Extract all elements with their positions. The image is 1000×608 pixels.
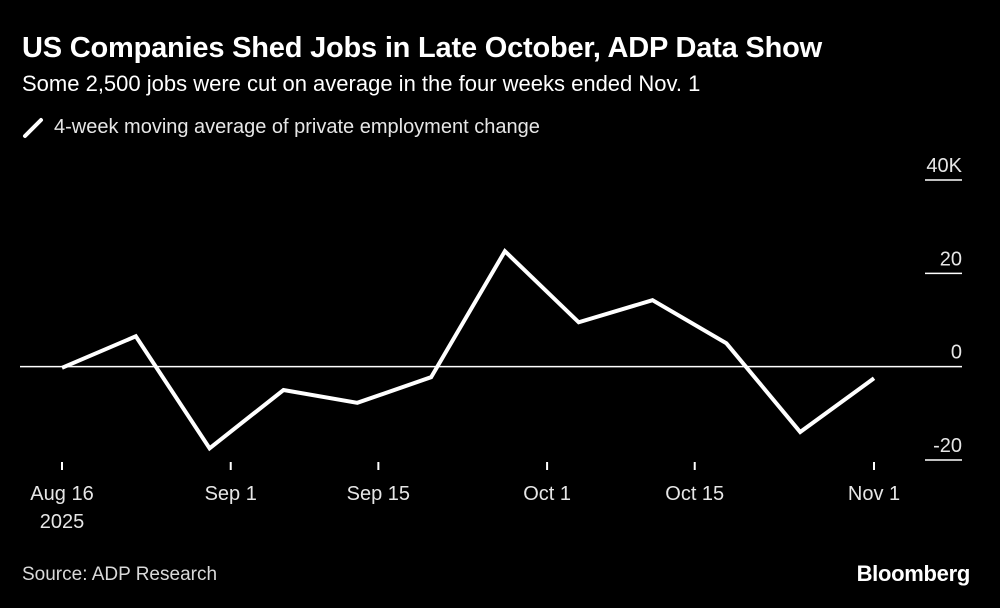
y-tick-label: -20 bbox=[933, 435, 962, 457]
chart-subtitle: Some 2,500 jobs were cut on average in t… bbox=[22, 71, 701, 96]
data-point bbox=[503, 249, 507, 253]
legend: 4-week moving average of private employm… bbox=[22, 116, 540, 139]
chart-title: US Companies Shed Jobs in Late October, … bbox=[22, 32, 822, 64]
data-point bbox=[60, 366, 64, 370]
y-tick-label: 0 bbox=[951, 342, 962, 364]
x-tick-label: Sep 15 bbox=[347, 483, 410, 505]
x-tick-label: Aug 16 bbox=[30, 483, 93, 505]
data-point bbox=[281, 388, 285, 392]
legend-line-swatch-icon bbox=[23, 117, 43, 138]
data-point bbox=[577, 320, 581, 324]
x-tick-label: Oct 15 bbox=[665, 483, 724, 505]
x-tick-label: Nov 1 bbox=[848, 483, 900, 505]
series-line bbox=[61, 247, 876, 452]
brand-logo: Bloomberg bbox=[856, 561, 971, 586]
x-tick-sublabel: 2025 bbox=[40, 511, 85, 533]
data-point bbox=[134, 334, 138, 338]
data-point bbox=[798, 430, 802, 434]
legend-label: 4-week moving average of private employm… bbox=[54, 116, 540, 138]
x-tick-label: Sep 1 bbox=[205, 483, 257, 505]
y-tick-label: 20 bbox=[940, 248, 962, 270]
data-point bbox=[429, 375, 433, 379]
y-tick-label: 40K bbox=[926, 155, 962, 177]
x-tick-label: Oct 1 bbox=[523, 483, 571, 505]
data-point bbox=[872, 376, 876, 380]
data-point bbox=[355, 401, 359, 405]
data-point bbox=[651, 298, 655, 302]
data-point bbox=[724, 341, 728, 345]
source-note: Source: ADP Research bbox=[22, 564, 218, 585]
data-point bbox=[208, 446, 212, 450]
